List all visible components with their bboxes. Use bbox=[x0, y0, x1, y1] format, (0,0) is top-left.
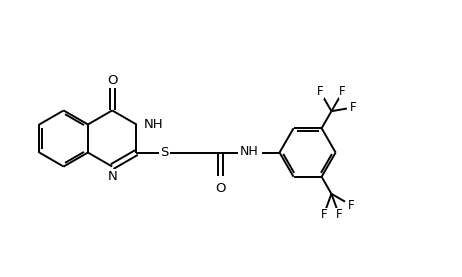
Text: F: F bbox=[317, 85, 323, 98]
Text: F: F bbox=[321, 209, 327, 221]
Text: F: F bbox=[347, 199, 354, 212]
Text: F: F bbox=[340, 85, 346, 98]
Text: NH: NH bbox=[239, 145, 258, 158]
Text: NH: NH bbox=[241, 146, 261, 159]
Text: F: F bbox=[336, 209, 342, 221]
Text: N: N bbox=[107, 170, 117, 183]
Text: O: O bbox=[215, 182, 226, 195]
Text: NH: NH bbox=[144, 118, 164, 131]
Text: O: O bbox=[107, 74, 117, 87]
Text: F: F bbox=[350, 101, 357, 114]
Text: S: S bbox=[160, 146, 169, 159]
